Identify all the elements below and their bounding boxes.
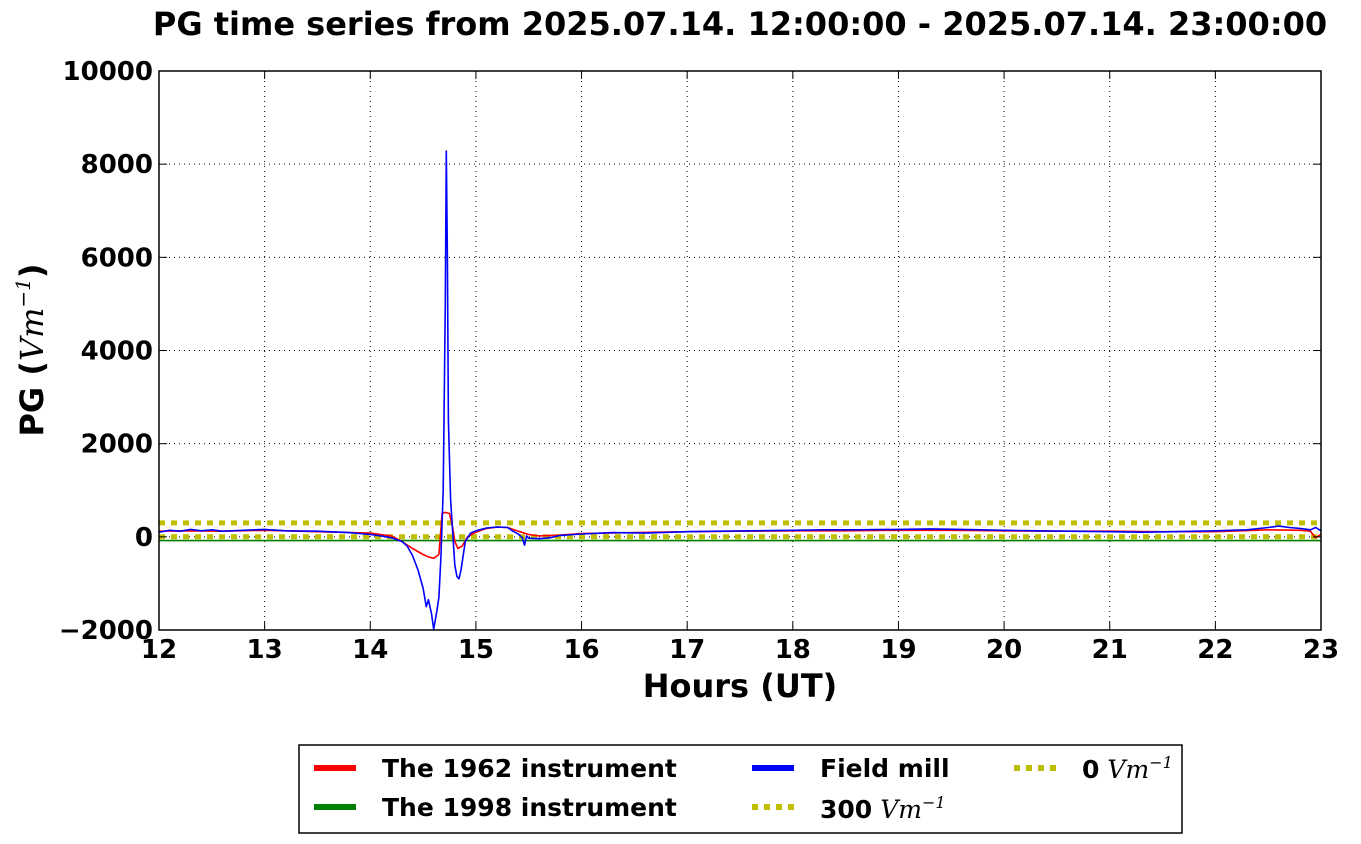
legend-label-300: 300 Vm−1	[820, 793, 946, 824]
legend-label-field-mill: Field mill	[820, 754, 950, 783]
x-tick-label: 12	[141, 635, 177, 665]
y-tick-label: 4000	[81, 337, 153, 367]
y-tick-label: 6000	[81, 243, 153, 273]
legend-label-300-exp: −1	[922, 793, 946, 812]
x-tick-label: 13	[247, 635, 283, 665]
y-axis-label-unit: Vm	[13, 308, 51, 361]
y-tick-label: 0	[135, 523, 153, 553]
y-tick-label: −2000	[59, 616, 153, 646]
x-tick-label: 16	[563, 635, 599, 665]
legend: The 1962 instrument The 1998 instrument …	[298, 744, 1183, 834]
legend-box	[298, 744, 1183, 834]
x-tick-label: 23	[1303, 635, 1339, 665]
y-tick-label: 10000	[63, 57, 153, 87]
x-tick-label: 14	[352, 635, 388, 665]
legend-label-1998: The 1998 instrument	[382, 793, 677, 822]
ticks	[158, 70, 1322, 631]
x-tick-label: 17	[669, 635, 705, 665]
legend-label-0-exp: −1	[1149, 753, 1173, 772]
x-axis-label: Hours (UT)	[643, 667, 838, 705]
legend-label-300-value: 300	[820, 795, 872, 824]
grid	[158, 70, 1322, 631]
legend-label-1962: The 1962 instrument	[382, 754, 677, 783]
x-tick-label: 18	[775, 635, 811, 665]
y-tick-label: 8000	[81, 150, 153, 180]
chart-title: PG time series from 2025.07.14. 12:00:00…	[153, 5, 1327, 43]
y-tick-label: 2000	[81, 430, 153, 460]
tick-labels: 12 13 14 15 16 17 18 19 20 21 22 23 −2000 0 2000 4000 60…	[59, 57, 1339, 665]
x-tick-label: 21	[1092, 635, 1128, 665]
x-tick-label: 20	[986, 635, 1022, 665]
legend-label-300-unit: Vm	[880, 795, 922, 824]
y-axis-label-exp: −1	[11, 278, 35, 307]
x-tick-label: 15	[458, 635, 494, 665]
series-group	[158, 150, 1322, 630]
legend-label-0-value: 0	[1082, 755, 1099, 784]
x-tick-label: 19	[880, 635, 916, 665]
legend-label-0: 0 Vm−1	[1082, 753, 1173, 784]
y-axis-label: PG (Vm−1)	[11, 263, 51, 436]
legend-label-0-unit: Vm	[1107, 755, 1149, 784]
series-line-2	[158, 150, 1322, 630]
y-axis-label-suffix: )	[13, 263, 51, 278]
y-axis-label-prefix: PG (	[13, 361, 51, 436]
x-tick-label: 22	[1197, 635, 1233, 665]
